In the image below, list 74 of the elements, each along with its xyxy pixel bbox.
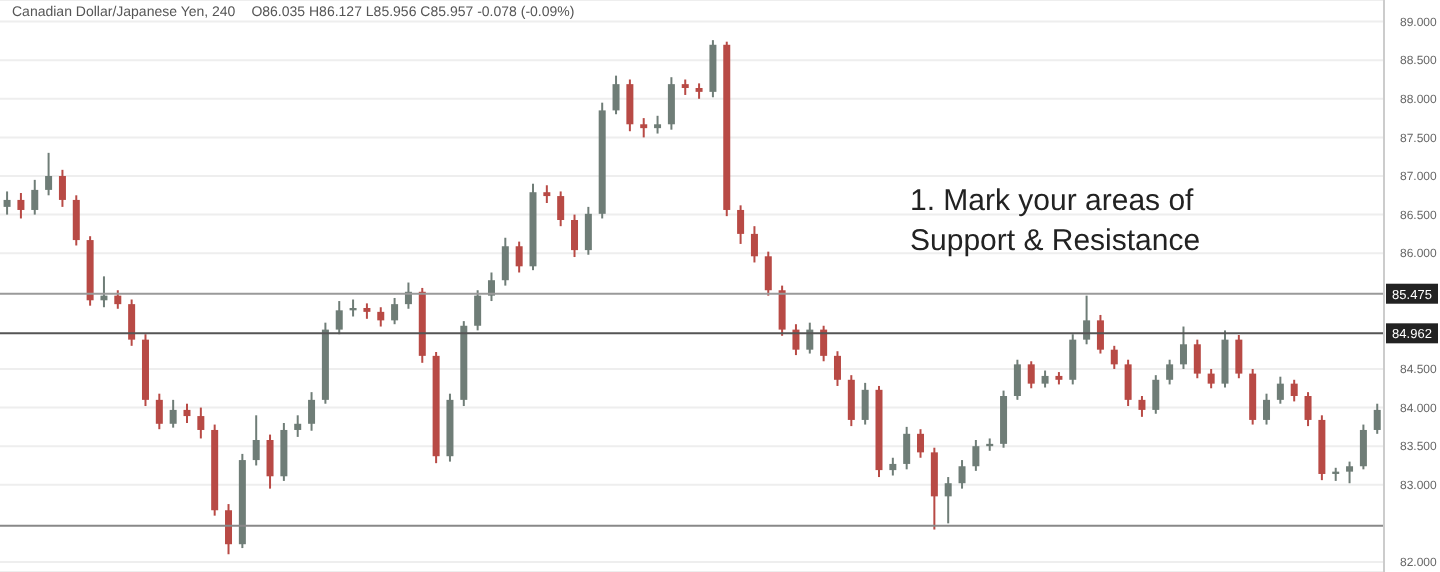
- candlestick: [308, 391, 316, 432]
- candlestick: [1152, 374, 1160, 415]
- candlestick: [155, 392, 163, 431]
- candlestick: [764, 250, 772, 297]
- candlestick: [114, 289, 122, 310]
- candlestick: [266, 433, 274, 490]
- candlestick: [958, 459, 966, 490]
- candlestick: [1235, 334, 1243, 380]
- candlestick: [917, 428, 925, 459]
- candlestick: [709, 39, 717, 99]
- candlestick: [571, 213, 579, 259]
- candlestick: [1207, 367, 1215, 390]
- candlestick: [1304, 391, 1312, 428]
- candlestick: [1013, 358, 1021, 401]
- candlestick: [1359, 423, 1367, 471]
- candlestick: [128, 298, 136, 347]
- candlestick: [1193, 338, 1201, 380]
- candlestick: [778, 284, 786, 337]
- candlestick: [169, 398, 177, 429]
- candlestick: [225, 503, 233, 556]
- candlestick: [847, 374, 855, 428]
- candlestick: [833, 350, 841, 387]
- candlestick: [1346, 460, 1354, 485]
- candlestick: [1249, 367, 1257, 426]
- candlestick: [557, 190, 565, 228]
- candlestick: [1069, 333, 1077, 386]
- candlestick: [1083, 294, 1091, 346]
- candlestick: [944, 476, 952, 525]
- candlestick: [515, 240, 523, 274]
- candlestick: [58, 168, 66, 208]
- candlestick: [667, 76, 675, 131]
- candlestick: [45, 151, 53, 197]
- candlestick: [280, 422, 288, 482]
- candlestick: [501, 236, 509, 287]
- candlestick: [31, 178, 39, 216]
- candlestick: [930, 446, 938, 531]
- candlestick: [861, 381, 869, 426]
- candlestick: [640, 117, 648, 139]
- candlestick: [1221, 329, 1229, 389]
- candlestick: [750, 225, 758, 264]
- candlestick: [1096, 313, 1104, 355]
- candlestick: [1166, 358, 1174, 386]
- candlestick: [1263, 392, 1271, 426]
- candlestick: [391, 296, 399, 326]
- candlestick: [72, 194, 80, 247]
- candlestick: [1290, 378, 1298, 403]
- candlestick: [474, 289, 482, 332]
- candlestick: [1000, 389, 1008, 449]
- candlestick: [612, 74, 620, 116]
- candlestick: [377, 306, 385, 328]
- candlestick: [792, 323, 800, 357]
- candlestick: [335, 300, 343, 336]
- candlestick: [737, 204, 745, 245]
- candlestick: [1124, 358, 1132, 408]
- candlestick: [1110, 344, 1118, 370]
- candlestick: [17, 191, 25, 220]
- candlestick: [3, 190, 11, 216]
- candlestick: [1373, 402, 1381, 435]
- candlestick: [1027, 360, 1035, 390]
- candlestick: [294, 414, 302, 438]
- candlestick: [1179, 325, 1187, 370]
- candlestick: [1138, 395, 1146, 418]
- candlestick: [626, 78, 634, 133]
- candlestick: [972, 439, 980, 472]
- candlestick: [1276, 375, 1284, 405]
- candlestick: [197, 406, 205, 440]
- candlestick: [183, 402, 191, 425]
- candlestick: [806, 321, 814, 355]
- candlestick: [487, 271, 495, 303]
- annotation: 1. Mark your areas of Support & Resistance: [910, 182, 1203, 262]
- candlestick: [820, 324, 828, 363]
- candlestick: [903, 425, 911, 471]
- candlestick: [584, 205, 592, 256]
- candlestick: [252, 414, 260, 467]
